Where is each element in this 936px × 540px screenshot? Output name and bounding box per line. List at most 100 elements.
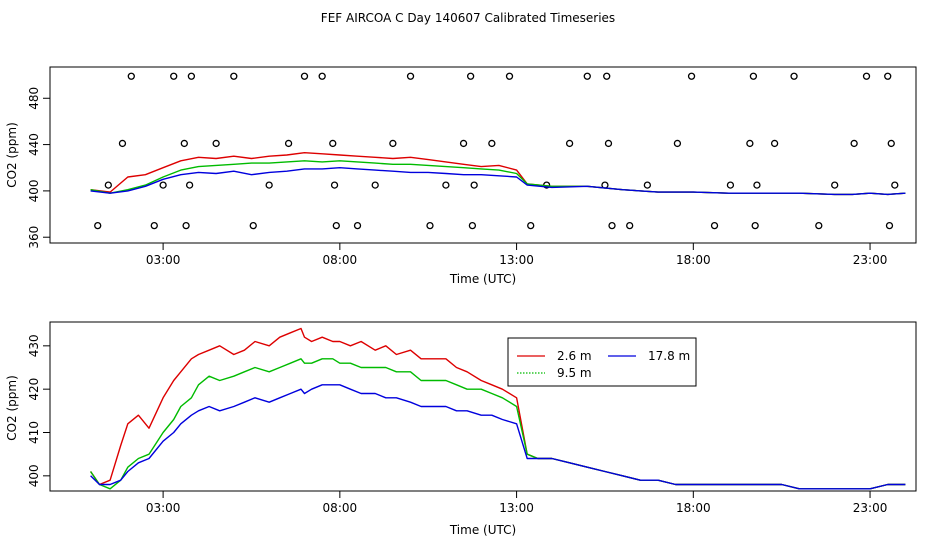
top-flag-point — [815, 221, 823, 230]
top-flag-point — [318, 72, 326, 80]
bottom-y-axis-label: CO2 (ppm) — [5, 375, 19, 441]
legend-label-2-6m: 2.6 m — [557, 349, 592, 363]
top-x-axis-label: Time (UTC) — [449, 272, 516, 286]
top-x-tick-label: 03:00 — [146, 253, 181, 267]
legend-box — [507, 337, 697, 387]
bottom-x-tick-label: 08:00 — [323, 501, 358, 515]
top-y-axis-label: CO2 (ppm) — [5, 122, 19, 188]
top-flag-point — [673, 139, 682, 148]
top-panel: 03:00 08:00 13:00 18:00 23:00 360 400 440 480 Ti… — [5, 66, 917, 286]
top-flag-point — [94, 221, 102, 230]
bottom-axes: 03:00 08:00 13:00 18:00 23:00 400 410 420 430 — [27, 334, 887, 515]
top-flag-point — [459, 139, 468, 148]
top-flag-point — [862, 72, 871, 80]
bottom-plot-frame — [49, 321, 917, 492]
top-flag-point — [150, 221, 158, 230]
top-flag-point — [185, 181, 194, 189]
top-flag-point — [527, 221, 535, 230]
top-flag-point — [180, 139, 188, 148]
top-series-line-17-8-m — [90, 167, 906, 196]
top-y-tick-label: 400 — [27, 179, 41, 202]
bottom-panel: 03:00 08:00 13:00 18:00 23:00 400 410 420 430 Ti… — [5, 321, 917, 537]
top-flag-point — [127, 72, 135, 80]
bottom-series-line-17-8-m — [90, 384, 906, 490]
top-plot-frame — [49, 66, 917, 244]
top-flag-markers — [94, 72, 899, 230]
top-flag-point — [710, 221, 719, 230]
top-flag-point — [746, 139, 754, 148]
top-flag-point — [831, 181, 839, 189]
top-flag-point — [332, 221, 340, 230]
top-flag-point — [565, 139, 574, 148]
top-flag-point — [442, 181, 450, 189]
bottom-series-line-9-5-m — [90, 358, 906, 490]
top-flag-point — [850, 139, 858, 148]
top-flag-point — [790, 72, 798, 80]
top-flag-point — [265, 181, 273, 189]
top-flag-point — [884, 72, 892, 80]
bottom-x-axis-label: Time (UTC) — [449, 523, 516, 537]
legend-label-9-5m: 9.5 m — [557, 366, 592, 380]
bottom-x-tick-label: 13:00 — [499, 501, 534, 515]
top-flag-point — [371, 181, 379, 189]
top-x-tick-label: 23:00 — [853, 253, 888, 267]
top-flag-point — [182, 221, 190, 230]
top-x-tick-label: 18:00 — [676, 253, 711, 267]
bottom-y-tick-label: 410 — [27, 421, 41, 444]
top-series-lines — [90, 152, 906, 196]
bottom-x-tick-label: 03:00 — [146, 501, 181, 515]
chart-title: FEF AIRCOA C Day 140607 Calibrated Times… — [321, 11, 615, 25]
top-flag-point — [118, 139, 127, 148]
top-flag-point — [230, 72, 238, 80]
bottom-series-lines — [90, 327, 906, 490]
top-flag-point — [329, 139, 337, 148]
top-flag-point — [488, 139, 496, 148]
top-flag-point — [753, 181, 761, 189]
top-flag-point — [891, 181, 899, 189]
top-flag-point — [468, 221, 477, 230]
top-x-tick-label: 13:00 — [499, 253, 534, 267]
top-flag-point — [770, 139, 779, 148]
top-flag-point — [726, 181, 735, 189]
bottom-y-tick-label: 420 — [27, 378, 41, 401]
top-axes: 03:00 08:00 13:00 18:00 23:00 360 400 440 480 — [27, 87, 887, 267]
top-flag-point — [470, 181, 478, 189]
top-flag-point — [583, 72, 591, 80]
top-flag-point — [505, 72, 514, 80]
legend-label-17-8m: 17.8 m — [648, 349, 690, 363]
top-flag-point — [604, 139, 613, 148]
bottom-x-tick-label: 18:00 — [676, 501, 711, 515]
top-y-tick-label: 360 — [27, 226, 41, 249]
top-flag-point — [887, 139, 895, 148]
top-flag-point — [608, 221, 616, 230]
top-flag-point — [212, 139, 220, 148]
top-flag-point — [159, 181, 167, 189]
top-flag-point — [751, 221, 759, 230]
bottom-y-tick-label: 430 — [27, 334, 41, 357]
top-flag-point — [626, 221, 634, 230]
top-y-tick-label: 440 — [27, 133, 41, 156]
top-flag-point — [170, 72, 178, 80]
top-flag-point — [284, 139, 293, 148]
top-y-tick-label: 480 — [27, 87, 41, 110]
top-flag-point — [749, 72, 758, 80]
top-flag-point — [687, 72, 696, 80]
top-flag-point — [104, 181, 112, 189]
bottom-y-tick-label: 400 — [27, 464, 41, 487]
bottom-x-tick-label: 23:00 — [853, 501, 888, 515]
top-flag-point — [466, 72, 475, 80]
top-flag-point — [406, 72, 415, 80]
top-flag-point — [426, 221, 434, 230]
top-flag-point — [187, 72, 196, 80]
top-flag-point — [300, 72, 309, 80]
top-flag-point — [330, 181, 339, 189]
top-flag-point — [249, 221, 257, 230]
legend: 2.6 m 9.5 m 17.8 m — [507, 337, 697, 387]
top-flag-point — [643, 181, 652, 189]
top-x-tick-label: 08:00 — [323, 253, 358, 267]
top-flag-point — [603, 72, 611, 80]
top-flag-point — [389, 139, 397, 148]
top-flag-point — [353, 221, 362, 230]
top-flag-point — [885, 221, 894, 230]
